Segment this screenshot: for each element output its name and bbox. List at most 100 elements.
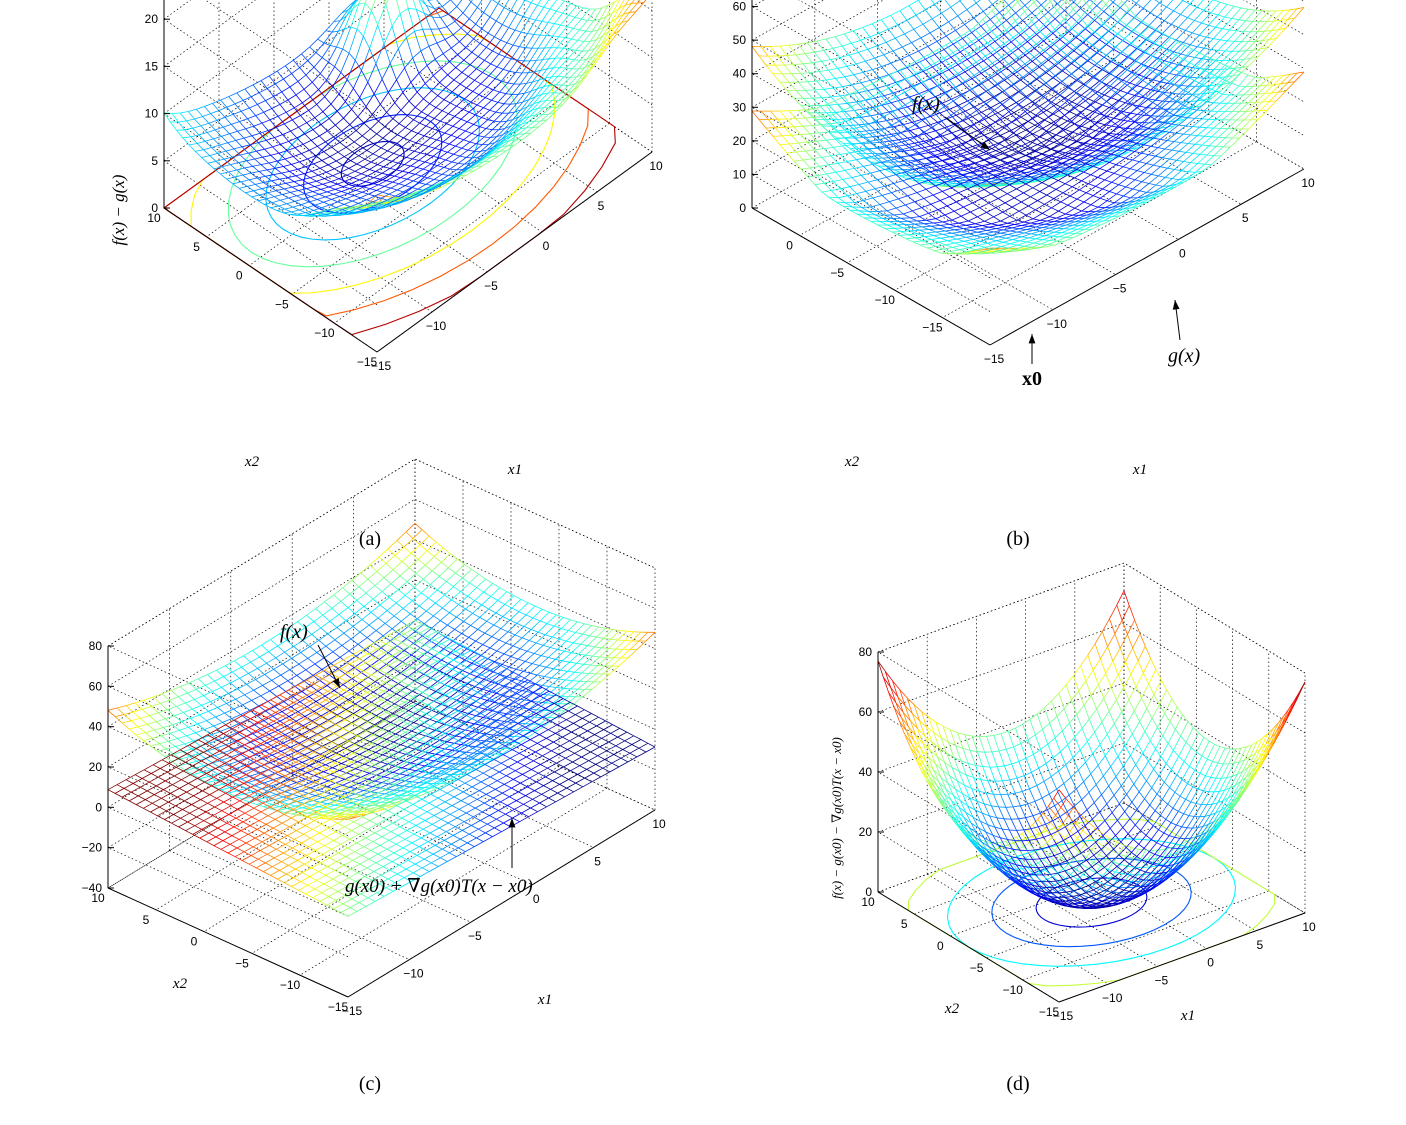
mesh-seg <box>498 53 506 58</box>
mesh-seg <box>470 156 479 164</box>
mesh-seg <box>975 185 985 187</box>
mesh-seg <box>985 47 993 56</box>
mesh-seg <box>434 141 444 149</box>
contour-level-3 <box>227 60 518 268</box>
mesh-seg <box>483 0 492 13</box>
mesh-seg <box>890 62 899 72</box>
mesh-seg <box>506 111 516 122</box>
mesh-seg <box>900 99 908 108</box>
mesh-seg <box>542 58 549 60</box>
mesh-seg <box>1131 31 1140 37</box>
mesh-seg <box>1109 0 1114 3</box>
mesh-seg <box>1296 7 1305 10</box>
mesh-seg <box>1150 12 1158 18</box>
mesh-seg <box>378 196 386 203</box>
mesh-seg <box>574 74 584 85</box>
mesh-seg <box>446 123 454 127</box>
mesh-seg <box>1157 48 1168 59</box>
mesh-seg <box>1030 159 1041 164</box>
mesh-seg <box>568 83 575 86</box>
mesh-seg <box>203 147 212 151</box>
mesh-seg <box>549 76 559 86</box>
mesh-seg <box>188 144 196 152</box>
mesh-seg <box>419 0 427 6</box>
mesh-seg <box>276 158 286 162</box>
mesh-seg <box>1108 65 1119 74</box>
mesh-seg <box>485 128 493 131</box>
mesh-seg <box>391 160 399 164</box>
mesh-seg <box>1006 20 1014 29</box>
mesh-seg <box>1236 20 1247 32</box>
mesh-seg <box>1097 91 1105 96</box>
mesh-seg <box>1078 14 1088 24</box>
mesh-seg <box>462 163 471 170</box>
mesh-seg <box>1259 10 1270 22</box>
mesh-seg <box>886 118 896 121</box>
mesh-seg <box>913 75 922 84</box>
mesh-seg <box>1266 37 1277 48</box>
mesh-seg <box>1131 0 1137 4</box>
mesh-seg <box>629 2 638 13</box>
mesh-seg <box>814 51 822 62</box>
mesh-seg <box>851 118 860 126</box>
mesh-seg <box>261 119 271 124</box>
mesh-seg <box>366 150 374 155</box>
mesh-seg <box>1093 150 1103 157</box>
mesh-seg <box>915 9 926 16</box>
mesh-seg <box>361 173 368 177</box>
mesh-seg <box>1201 22 1209 26</box>
mesh-seg <box>1111 119 1122 127</box>
mesh-seg <box>880 221 888 226</box>
mesh-seg <box>553 57 562 69</box>
mesh-seg <box>572 18 582 29</box>
mesh-seg <box>372 147 382 155</box>
mesh-seg <box>486 78 496 88</box>
mesh-seg <box>952 247 960 251</box>
y-tick-label: −5 <box>275 297 289 311</box>
mesh-seg <box>241 107 250 112</box>
mesh-seg <box>456 98 465 107</box>
mesh-seg <box>171 113 179 123</box>
mesh-seg <box>1141 63 1149 68</box>
mesh-seg <box>495 103 505 113</box>
mesh-seg <box>1232 67 1242 77</box>
mesh-seg <box>187 111 195 120</box>
mesh-seg <box>1199 25 1209 36</box>
mesh-seg <box>300 201 310 205</box>
mesh-seg <box>429 103 437 108</box>
mesh-seg <box>1201 12 1212 24</box>
mesh-seg <box>267 130 275 138</box>
mesh-seg <box>499 145 509 152</box>
mesh-seg <box>351 179 360 184</box>
mesh-seg <box>908 5 917 16</box>
mesh-seg <box>1224 16 1232 19</box>
mesh-seg <box>307 207 314 211</box>
mesh-seg <box>965 164 974 169</box>
mesh-seg <box>424 161 432 165</box>
mesh-seg <box>1089 47 1098 54</box>
mesh-seg <box>1220 39 1228 42</box>
mesh-seg <box>266 169 274 176</box>
mesh-seg <box>507 72 517 84</box>
mesh-seg <box>270 207 277 211</box>
mesh-seg <box>1063 167 1073 172</box>
mesh-seg <box>385 201 394 206</box>
mesh-seg <box>594 44 602 49</box>
mesh-seg <box>991 184 1002 187</box>
mesh-seg <box>433 68 442 76</box>
mesh-seg <box>1092 25 1102 35</box>
mesh-seg <box>382 137 390 142</box>
mesh-seg <box>439 151 448 159</box>
mesh-seg <box>1004 79 1012 87</box>
mesh-seg <box>922 18 933 25</box>
mesh-seg <box>356 205 365 210</box>
mesh-seg <box>887 28 896 39</box>
mesh-seg <box>1150 89 1158 92</box>
mesh-seg <box>488 136 497 145</box>
mesh-seg <box>1078 60 1089 69</box>
mesh-seg <box>596 45 606 59</box>
mesh-seg <box>469 56 479 65</box>
mesh-seg <box>325 212 335 215</box>
mesh-seg <box>471 51 479 57</box>
mesh-seg <box>420 45 430 52</box>
